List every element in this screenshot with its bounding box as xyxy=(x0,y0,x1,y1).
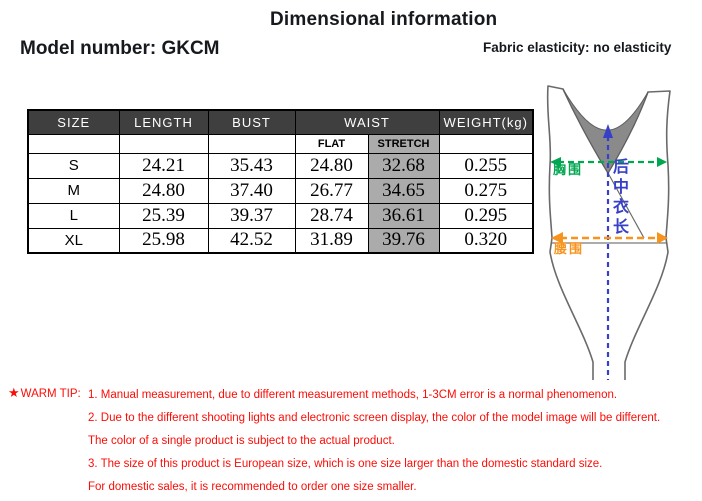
column-header-bust: BUST xyxy=(207,109,296,135)
weight-cell: 0.295 xyxy=(438,202,534,229)
waist-arrowhead-right xyxy=(657,232,668,244)
bust-label: 胸围 xyxy=(553,162,584,177)
table-row-s: S 24.21 35.43 24.80 32.68 0.255 xyxy=(27,152,534,179)
waist-label: 腰围 xyxy=(554,241,585,256)
warm-tip-lines: 1. Manual measurement, due to different … xyxy=(88,384,660,499)
page-title: Dimensional information xyxy=(270,9,498,30)
bust-cell: 42.52 xyxy=(207,227,296,254)
size-cell: XL xyxy=(27,227,120,254)
empty-cell xyxy=(438,133,534,154)
bust-cell: 37.40 xyxy=(207,177,296,204)
waist-stretch-cell: 39.76 xyxy=(367,227,440,254)
table-row-m: M 24.80 37.40 26.77 34.65 0.275 xyxy=(27,177,534,204)
column-header-weight: WEIGHT(kg) xyxy=(438,109,534,135)
model-number: Model number: GKCM xyxy=(20,38,220,59)
length-cell: 24.21 xyxy=(118,152,209,179)
warm-tips: ★WARM TIP: 1. Manual measurement, due to… xyxy=(8,384,660,499)
column-header-size: SIZE xyxy=(27,109,120,135)
column-header-waist: WAIST xyxy=(294,109,440,135)
size-cell: M xyxy=(27,177,120,204)
tip-line-1: 1. Manual measurement, due to different … xyxy=(88,389,618,401)
size-cell: S xyxy=(27,152,120,179)
garment-measurement-diagram: 胸围 后中衣长 腰围 xyxy=(520,60,702,423)
waist-flat-cell: 24.80 xyxy=(294,152,369,179)
bust-cell: 35.43 xyxy=(207,152,296,179)
size-table: SIZE LENGTH BUST WAIST WEIGHT(kg) FLAT S… xyxy=(27,109,534,254)
table-subheader-row: FLAT STRETCH xyxy=(27,133,534,154)
column-header-length: LENGTH xyxy=(118,109,209,135)
empty-cell xyxy=(118,133,209,154)
weight-cell: 0.320 xyxy=(438,227,534,254)
subheader-flat: FLAT xyxy=(294,133,369,154)
tip-line-4: 3. The size of this product is European … xyxy=(88,458,603,470)
waist-arrowhead-left xyxy=(551,232,563,244)
size-cell: L xyxy=(27,202,120,229)
length-cell: 25.39 xyxy=(118,202,209,229)
waist-flat-cell: 31.89 xyxy=(294,227,369,254)
length-cell: 24.80 xyxy=(118,177,209,204)
weight-cell: 0.275 xyxy=(438,177,534,204)
empty-cell xyxy=(27,133,120,154)
waist-flat-cell: 28.74 xyxy=(294,202,369,229)
warm-tip-label-text: WARM TIP: xyxy=(20,388,81,400)
bust-cell: 39.37 xyxy=(207,202,296,229)
waist-stretch-cell: 32.68 xyxy=(367,152,440,179)
bust-arrowhead-left xyxy=(550,157,561,167)
bust-arrowhead-right xyxy=(657,157,667,167)
length-arrowhead-top xyxy=(603,124,613,138)
table-row-l: L 25.39 39.37 28.74 36.61 0.295 xyxy=(27,202,534,229)
tip-line-3: The color of a single product is subject… xyxy=(88,435,395,447)
empty-cell xyxy=(207,133,296,154)
front-seam-line xyxy=(607,172,645,239)
tip-line-5: For domestic sales, it is recommended to… xyxy=(88,481,417,493)
waist-flat-cell: 26.77 xyxy=(294,177,369,204)
waist-stretch-cell: 34.65 xyxy=(367,177,440,204)
table-header-row: SIZE LENGTH BUST WAIST WEIGHT(kg) xyxy=(27,109,534,135)
star-icon: ★ xyxy=(8,385,20,400)
table-row-xl: XL 25.98 42.52 31.89 39.76 0.320 xyxy=(27,227,534,254)
waist-stretch-cell: 36.61 xyxy=(367,202,440,229)
weight-cell: 0.255 xyxy=(438,152,534,179)
tip-line-2: 2. Due to the different shooting lights … xyxy=(88,412,661,424)
length-cell: 25.98 xyxy=(118,227,209,254)
back-center-length-label: 后中衣长 xyxy=(610,158,627,238)
fabric-elasticity: Fabric elasticity: no elasticity xyxy=(483,40,672,55)
subheader-stretch: STRETCH xyxy=(367,133,440,154)
warm-tip-label: ★WARM TIP: xyxy=(8,384,88,401)
